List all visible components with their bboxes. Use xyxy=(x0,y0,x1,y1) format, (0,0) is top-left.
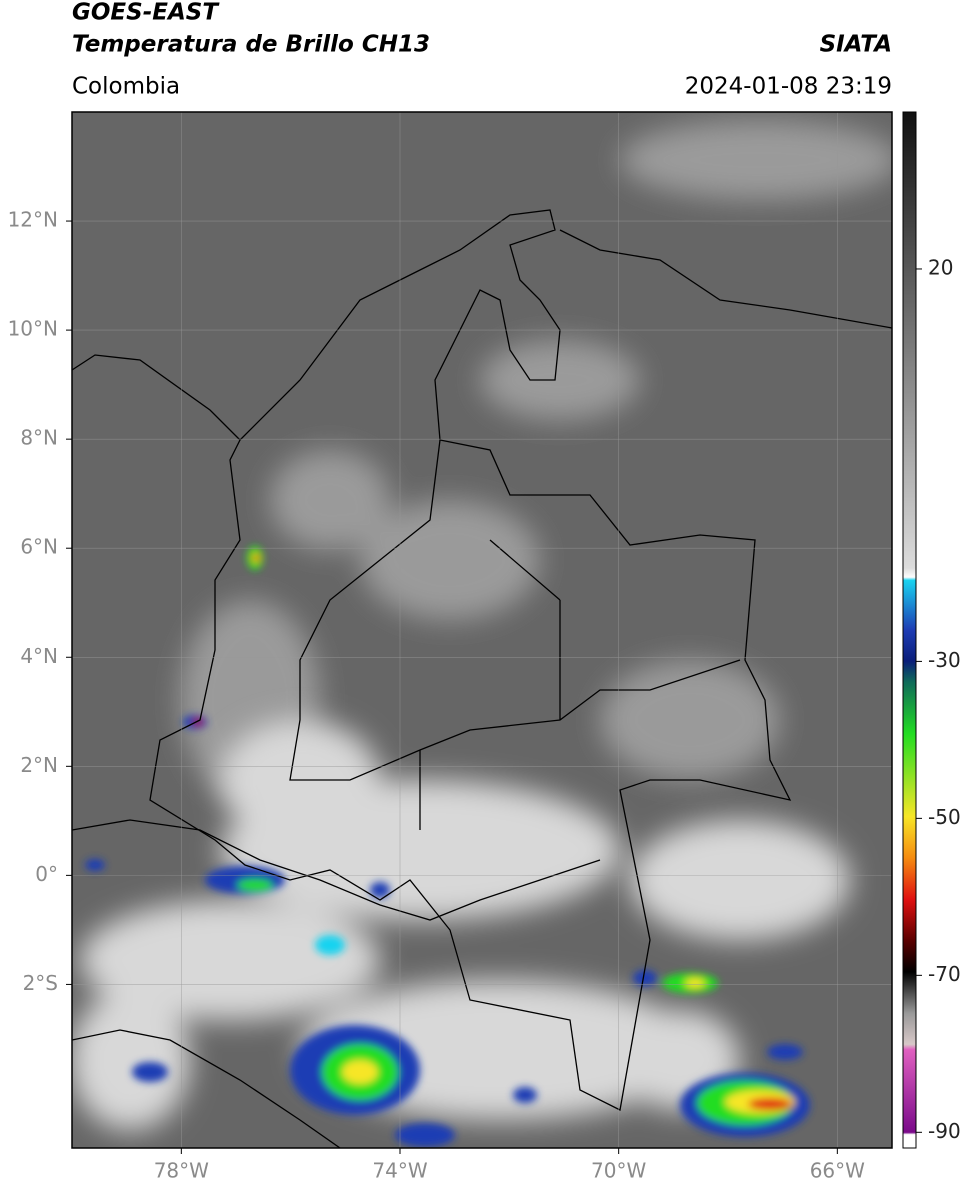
title: GOES-EAST xyxy=(72,0,220,26)
timestamp: 2024-01-08 23:19 xyxy=(685,74,892,100)
colorbar-tick-label: -70 xyxy=(928,962,961,986)
graticule xyxy=(72,112,892,1148)
region: Colombia xyxy=(72,74,180,100)
y-tick-label: 10°N xyxy=(8,317,58,341)
y-tick-label: 8°N xyxy=(20,426,58,450)
colorbar xyxy=(902,111,917,1149)
y-tick-label: 6°N xyxy=(20,535,58,559)
y-tick-label: 12°N xyxy=(8,208,58,232)
x-tick-label: 78°W xyxy=(154,1159,209,1183)
y-tick-label: 4°N xyxy=(20,644,58,668)
y-tick-label: 2°N xyxy=(20,753,58,777)
y-tick-label: 0° xyxy=(35,862,58,886)
colorbar-tick-label: -50 xyxy=(928,805,961,829)
y-tick-label: 2°S xyxy=(23,971,58,995)
colorbar-tick-label: -30 xyxy=(928,648,961,672)
colorbar-tick-label: -90 xyxy=(928,1119,961,1143)
borders xyxy=(72,209,892,1148)
x-tick-label: 74°W xyxy=(372,1159,427,1183)
subtitle: Temperatura de Brillo CH13 xyxy=(72,32,430,58)
x-tick-label: 66°W xyxy=(810,1159,865,1183)
agency: SIATA xyxy=(820,32,892,58)
colorbar-tick-label: 20 xyxy=(928,255,953,279)
x-tick-label: 70°W xyxy=(591,1159,646,1183)
satellite-image xyxy=(72,112,892,1148)
map-frame xyxy=(71,111,893,1149)
